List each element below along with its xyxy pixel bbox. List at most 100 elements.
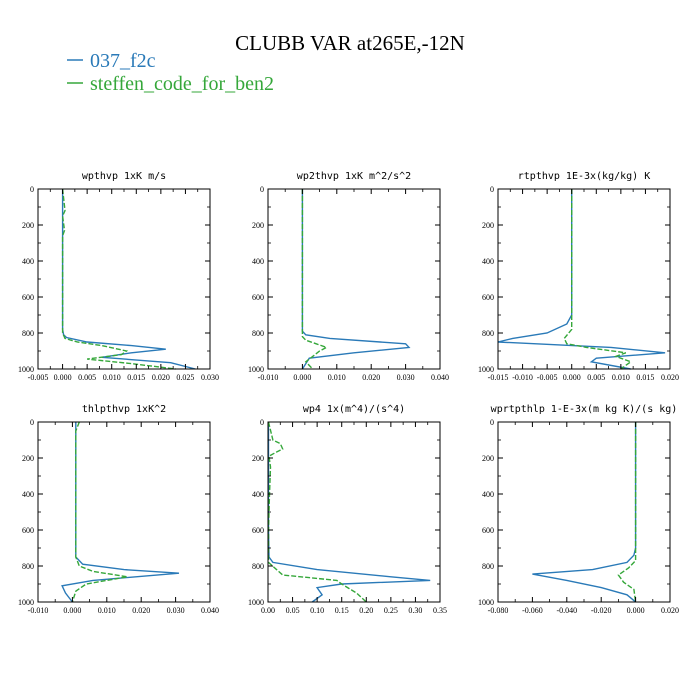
panels: wpthvp 1xK m/s-0.005 0.000 0.005 0.010 0.015…	[18, 171, 679, 615]
y-tick-label: 800	[482, 329, 494, 338]
y-tick-label: 400	[482, 257, 494, 266]
x-tick-label: 0.20	[359, 606, 373, 615]
y-tick-label: 400	[482, 490, 494, 499]
y-tick-label: 0	[260, 418, 264, 427]
x-tick-label: 0.030	[397, 373, 415, 382]
x-tick-label: 0.000	[63, 606, 81, 615]
x-tick-label: 0.005	[587, 373, 605, 382]
y-tick-label: 800	[252, 329, 264, 338]
legend-label-2: steffen_code_for_ben2	[90, 73, 274, 95]
series-line-2	[61, 188, 176, 370]
x-tick-label: 0.000	[54, 373, 72, 382]
x-tick-label: 0.05	[286, 606, 300, 615]
y-tick-label: 0	[490, 185, 494, 194]
x-tick-label: 0.040	[431, 373, 449, 382]
y-tick-label: 200	[482, 221, 494, 230]
x-tick-label: 0.25	[384, 606, 398, 615]
x-tick-label: 0.030	[167, 606, 185, 615]
y-tick-label: 1000	[18, 365, 34, 374]
x-tick-label: 0.040	[201, 606, 219, 615]
series-line-2	[71, 421, 128, 603]
x-tick-label: 0.005	[78, 373, 96, 382]
plot-frame	[37, 421, 211, 603]
y-tick-label: 600	[252, 526, 264, 535]
plot-frame	[497, 188, 671, 370]
y-tick-label: 400	[252, 257, 264, 266]
y-tick-label: 400	[22, 490, 34, 499]
y-tick-label: 800	[482, 562, 494, 571]
x-tick-label: 0.015	[636, 373, 654, 382]
y-tick-label: 0	[260, 185, 264, 194]
series-line-1	[532, 422, 637, 603]
y-tick-label: 1000	[248, 365, 264, 374]
panel-6: wprtpthlp 1-E-3x(m kg K)/(s kg) -0.080 -0.…	[478, 404, 679, 615]
x-tick-label: 0.30	[408, 606, 422, 615]
legend: 037_f2c steffen_code_for_ben2	[67, 50, 274, 95]
y-tick-label: 800	[252, 562, 264, 571]
plot-frame	[37, 188, 211, 370]
x-tick-label: 0.010	[328, 373, 346, 382]
y-tick-label: 400	[22, 257, 34, 266]
y-tick-label: 600	[252, 293, 264, 302]
x-tick-label: 0.010	[98, 606, 116, 615]
x-tick-label: 0.15	[335, 606, 349, 615]
x-tick-label: 0.10	[310, 606, 324, 615]
series-line-1	[267, 422, 431, 603]
y-tick-label: 1000	[248, 598, 264, 607]
x-tick-label: 0.010	[612, 373, 630, 382]
plot-frame	[497, 421, 671, 603]
x-tick-label: 0.010	[103, 373, 121, 382]
x-tick-label: 0.020	[132, 606, 150, 615]
x-tick-label: -0.005	[537, 373, 558, 382]
series-line-1	[61, 422, 180, 603]
x-tick-label: 0.030	[201, 373, 219, 382]
x-tick-label: 0.020	[152, 373, 170, 382]
panel-title: wprtpthlp 1-E-3x(m kg K)/(s kg)	[491, 404, 678, 415]
figure-title: CLUBB VAR at265E,-12N	[235, 31, 465, 55]
x-tick-label: -0.010	[28, 606, 49, 615]
series-line-2	[301, 189, 329, 370]
y-tick-label: 0	[490, 418, 494, 427]
panel-title: wpthvp 1xK m/s	[82, 171, 166, 182]
x-tick-label: 0.35	[433, 606, 447, 615]
x-tick-label: -0.005	[28, 373, 49, 382]
x-tick-label: 0.00	[261, 606, 275, 615]
series-line-2	[267, 421, 367, 603]
x-tick-label: 0.000	[627, 606, 645, 615]
series-line-1	[301, 189, 411, 370]
x-tick-label: 0.000	[563, 373, 581, 382]
y-tick-label: 600	[482, 526, 494, 535]
x-tick-label: -0.010	[258, 373, 279, 382]
panel-5: wp4 1x(m^4)/(s^4) 0.00 0.05 0.10 0.15 0.20 0.2…	[248, 404, 447, 615]
y-tick-label: 600	[22, 526, 34, 535]
x-tick-label: 0.000	[293, 373, 311, 382]
y-tick-label: 1000	[478, 598, 494, 607]
x-tick-label: 0.020	[661, 373, 679, 382]
y-tick-label: 200	[252, 454, 264, 463]
x-tick-label: 0.025	[176, 373, 194, 382]
x-tick-label: -0.010	[512, 373, 533, 382]
y-tick-label: 200	[22, 454, 34, 463]
panel-title: wp2thvp 1xK m^2/s^2	[297, 171, 411, 182]
x-tick-label: -0.015	[488, 373, 509, 382]
x-tick-label: 0.020	[362, 373, 380, 382]
panel-title: rtpthvp 1E-3x(kg/kg) K	[518, 171, 650, 182]
x-tick-label: -0.080	[488, 606, 509, 615]
x-tick-label: -0.020	[591, 606, 612, 615]
y-tick-label: 0	[30, 185, 34, 194]
legend-label-1: 037_f2c	[90, 50, 156, 72]
panel-title: thlpthvp 1xK^2	[82, 404, 166, 415]
y-tick-label: 0	[30, 418, 34, 427]
y-tick-label: 1000	[18, 598, 34, 607]
series-line-1	[497, 189, 666, 370]
x-tick-label: -0.060	[522, 606, 543, 615]
y-tick-label: 200	[482, 454, 494, 463]
panel-4: thlpthvp 1xK^2 -0.010 0.000 0.010 0.020 0.030…	[18, 404, 219, 615]
series-line-2	[563, 189, 633, 370]
panel-2: wp2thvp 1xK m^2/s^2 -0.010 0.000 0.010 0.020…	[248, 171, 449, 382]
panel-3: rtpthvp 1E-3x(kg/kg) K -0.015 -0.010 -0.005…	[478, 171, 679, 382]
y-tick-label: 800	[22, 562, 34, 571]
panel-title: wp4 1x(m^4)/(s^4)	[303, 404, 405, 415]
x-tick-label: 0.015	[127, 373, 145, 382]
